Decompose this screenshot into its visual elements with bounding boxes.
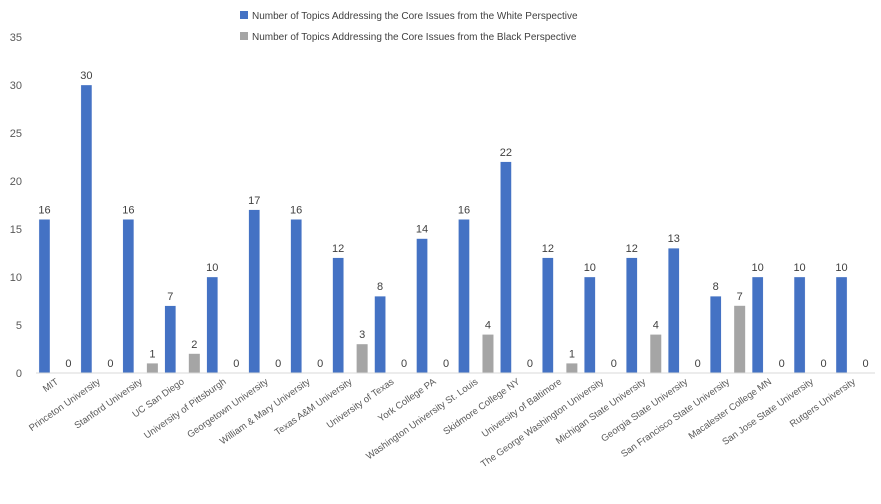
bar-white-perspective xyxy=(835,276,848,374)
data-label: 0 xyxy=(611,358,617,370)
y-tick-label: 5 xyxy=(16,320,22,332)
data-label: 13 xyxy=(668,233,680,245)
bar-white-perspective xyxy=(584,276,596,374)
bar-white-perspective xyxy=(332,257,344,374)
y-tick-label: 10 xyxy=(10,272,22,284)
bar-white-perspective xyxy=(542,257,554,374)
data-label: 10 xyxy=(584,262,596,274)
y-tick-label: 35 xyxy=(10,32,22,44)
data-label: 22 xyxy=(500,147,512,159)
bar-black-perspective xyxy=(356,344,368,373)
bar-white-perspective xyxy=(248,209,260,374)
data-label: 0 xyxy=(275,358,281,370)
data-label: 8 xyxy=(713,281,719,293)
data-label: 0 xyxy=(695,358,701,370)
data-label: 0 xyxy=(779,358,785,370)
bar-white-perspective xyxy=(500,161,512,374)
data-label: 12 xyxy=(332,243,344,255)
legend-label-white: Number of Topics Addressing the Core Iss… xyxy=(252,11,578,22)
bar-white-perspective xyxy=(668,248,680,374)
data-label: 10 xyxy=(835,262,847,274)
data-label: 3 xyxy=(359,329,365,341)
data-label: 1 xyxy=(149,348,155,360)
data-label: 10 xyxy=(752,262,764,274)
y-tick-label: 25 xyxy=(10,128,22,140)
bar-white-perspective xyxy=(416,238,428,374)
y-tick-label: 15 xyxy=(10,224,22,236)
data-label: 12 xyxy=(626,243,638,255)
bar-black-perspective xyxy=(566,363,578,373)
data-label: 7 xyxy=(167,291,173,303)
data-label: 0 xyxy=(443,358,449,370)
x-tick-label: Texas A&M University xyxy=(273,376,355,438)
bar-black-perspective xyxy=(650,334,662,373)
x-tick-label: MIT xyxy=(41,376,61,395)
y-tick-label: 30 xyxy=(10,80,22,92)
bar-black-perspective xyxy=(146,363,158,373)
y-tick-label: 20 xyxy=(10,176,22,188)
legend-swatch-white xyxy=(240,11,248,19)
data-label: 8 xyxy=(377,281,383,293)
bar-black-perspective xyxy=(482,334,494,373)
data-label: 0 xyxy=(527,358,533,370)
y-tick-label: 0 xyxy=(16,368,22,380)
data-label: 7 xyxy=(737,291,743,303)
bar-black-perspective xyxy=(734,305,746,373)
y-axis: 0 5 10 15 20 25 30 35 xyxy=(10,32,22,380)
legend-label-black: Number of Topics Addressing the Core Iss… xyxy=(252,32,577,43)
bar-white-perspective xyxy=(793,276,806,374)
data-label: 16 xyxy=(290,204,302,216)
legend-swatch-black xyxy=(240,32,248,40)
data-label: 0 xyxy=(317,358,323,370)
bar-white-perspective xyxy=(751,276,764,374)
data-label: 12 xyxy=(542,243,554,255)
bar-white-perspective xyxy=(206,276,218,374)
data-label: 2 xyxy=(191,339,197,351)
data-label: 10 xyxy=(793,262,805,274)
bar-white-perspective xyxy=(122,219,135,374)
bar-white-perspective xyxy=(38,219,51,374)
bar-white-perspective xyxy=(80,84,93,374)
data-label: 17 xyxy=(248,195,260,207)
data-label: 4 xyxy=(653,320,659,332)
data-label: 4 xyxy=(485,320,491,332)
bar-white-perspective xyxy=(164,305,176,374)
x-tick-label: Princeton University xyxy=(27,376,103,434)
data-label: 10 xyxy=(206,262,218,274)
bar-white-perspective xyxy=(290,219,302,374)
data-label: 16 xyxy=(122,204,134,216)
data-label: 0 xyxy=(65,358,71,370)
data-label: 0 xyxy=(107,358,113,370)
data-label: 14 xyxy=(416,224,428,236)
data-label: 0 xyxy=(233,358,239,370)
data-label: 30 xyxy=(80,70,92,82)
bar-white-perspective xyxy=(458,219,470,374)
data-label: 1 xyxy=(569,348,575,360)
data-label: 0 xyxy=(821,358,827,370)
data-label: 16 xyxy=(458,204,470,216)
bar-white-perspective xyxy=(710,296,722,374)
bar-black-perspective xyxy=(188,353,200,373)
data-label: 0 xyxy=(862,358,868,370)
plot-area: 1603001617210017016012380140164220121100… xyxy=(38,70,869,374)
bar-white-perspective xyxy=(374,296,386,374)
data-label: 16 xyxy=(38,204,50,216)
data-label: 0 xyxy=(401,358,407,370)
bar-white-perspective xyxy=(626,257,638,374)
legend: Number of Topics Addressing the Core Iss… xyxy=(240,11,578,43)
